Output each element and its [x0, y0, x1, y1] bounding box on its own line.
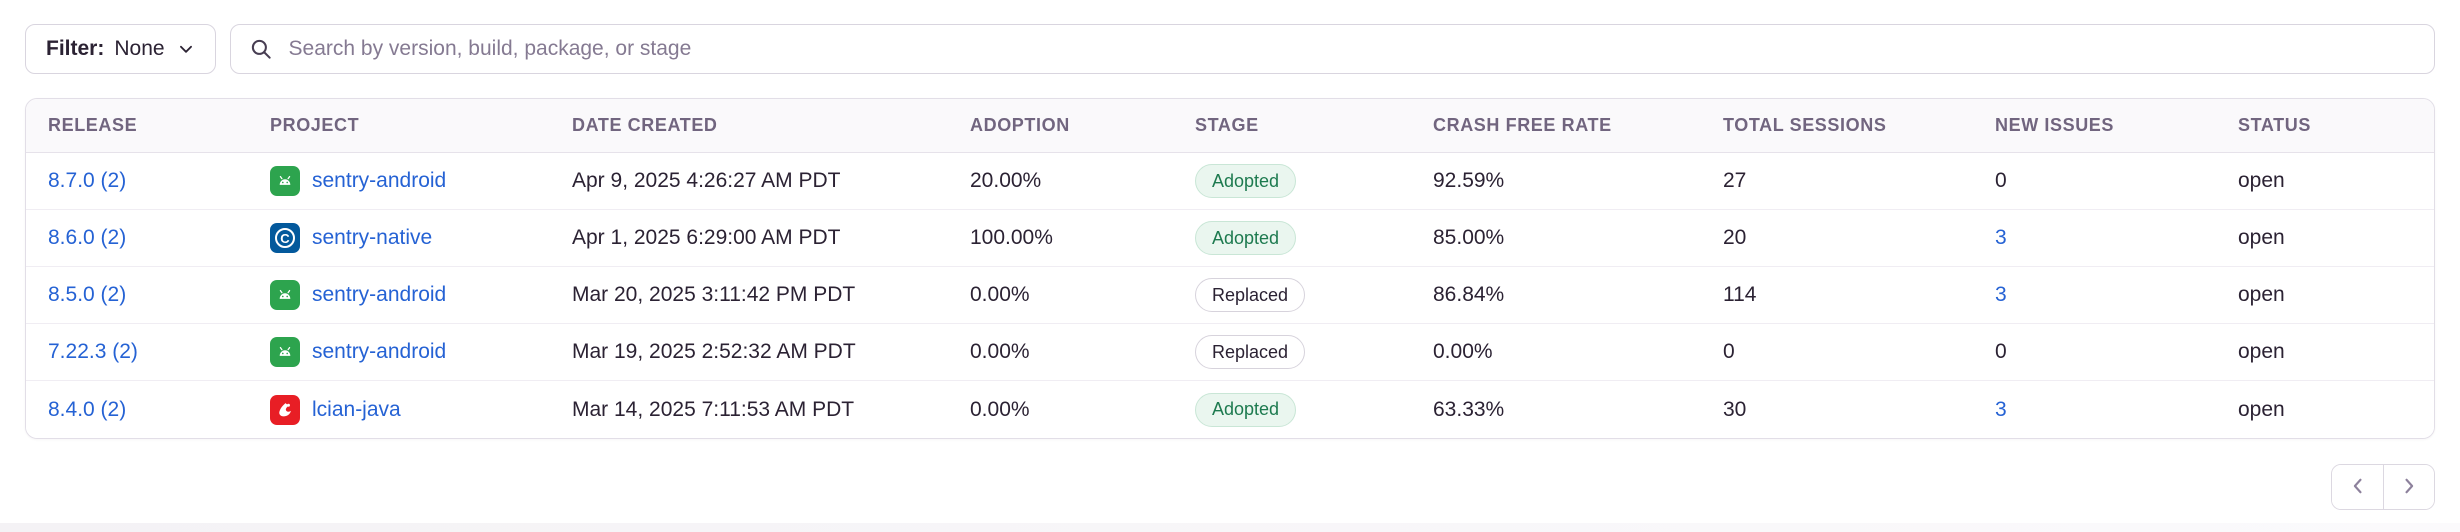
new-issues-count: 0: [1995, 169, 2007, 192]
project-link[interactable]: sentry-android: [312, 169, 447, 192]
android-icon: [270, 337, 300, 367]
filter-value: None: [114, 37, 165, 60]
chevron-left-icon: [2348, 476, 2368, 499]
total-sessions-cell: 20: [1723, 226, 1747, 249]
table-row: 8.6.0 (2) C sentry-native Apr 1, 2025 6:…: [26, 210, 2434, 267]
total-sessions-cell: 114: [1723, 283, 1757, 306]
crash-free-rate-cell: 92.59%: [1433, 169, 1505, 192]
new-issues-link[interactable]: 3: [1995, 226, 2007, 249]
release-link[interactable]: 7.22.3 (2): [48, 340, 138, 364]
chevron-down-icon: [177, 40, 195, 58]
pagination: [25, 464, 2435, 510]
new-issues-count: 0: [1995, 340, 2007, 363]
java-icon: [270, 394, 300, 425]
release-link[interactable]: 8.5.0 (2): [48, 283, 127, 307]
filter-button[interactable]: Filter: None: [25, 24, 216, 74]
pagination-prev-button[interactable]: [2332, 465, 2383, 509]
table-row: 7.22.3 (2) sentry-android Mar 19, 2025 2…: [26, 324, 2434, 381]
android-icon: [270, 166, 300, 196]
total-sessions-cell: 30: [1723, 397, 1747, 421]
release-link[interactable]: 8.4.0 (2): [48, 397, 127, 422]
date-created-cell: Apr 9, 2025 4:26:27 AM PDT: [572, 169, 841, 192]
status-cell: open: [2238, 340, 2285, 363]
page-footer-strip: [0, 523, 2460, 532]
search-box: [229, 24, 2435, 74]
toolbar: Filter: None: [25, 24, 2435, 74]
stage-badge: Replaced: [1195, 335, 1306, 369]
search-input[interactable]: [229, 24, 2435, 74]
adoption-cell: 0.00%: [970, 340, 1030, 363]
status-cell: open: [2238, 397, 2285, 421]
project-link[interactable]: lcian-java: [312, 397, 401, 421]
crash-free-rate-cell: 0.00%: [1433, 340, 1493, 363]
release-link[interactable]: 8.7.0 (2): [48, 169, 127, 193]
stage-badge: Adopted: [1195, 392, 1297, 427]
adoption-cell: 0.00%: [970, 397, 1030, 421]
date-created-cell: Mar 14, 2025 7:11:53 AM PDT: [572, 397, 855, 421]
filter-label: Filter:: [46, 37, 105, 60]
new-issues-link[interactable]: 3: [1995, 283, 2007, 306]
adoption-cell: 0.00%: [970, 283, 1030, 306]
column-header-status: STATUS: [2238, 115, 2311, 135]
releases-table: RELEASE PROJECT DATE CREATED ADOPTION ST…: [25, 98, 2435, 439]
c-language-icon: C: [270, 223, 300, 253]
total-sessions-cell: 27: [1723, 169, 1747, 192]
project-link[interactable]: sentry-android: [312, 340, 447, 363]
column-header-new-issues: NEW ISSUES: [1995, 115, 2115, 135]
stage-badge: Adopted: [1195, 221, 1297, 255]
pagination-next-button[interactable]: [2383, 465, 2434, 509]
column-header-date-created: DATE CREATED: [572, 115, 718, 135]
project-link[interactable]: sentry-native: [312, 226, 433, 249]
table-row: 8.5.0 (2) sentry-android Mar 20, 2025 3:…: [26, 267, 2434, 324]
column-header-release: RELEASE: [48, 115, 138, 135]
chevron-right-icon: [2399, 476, 2419, 499]
date-created-cell: Mar 20, 2025 3:11:42 PM PDT: [572, 283, 856, 306]
date-created-cell: Mar 19, 2025 2:52:32 AM PDT: [572, 340, 856, 363]
release-link[interactable]: 8.6.0 (2): [48, 226, 127, 250]
project-link[interactable]: sentry-android: [312, 283, 447, 306]
adoption-cell: 20.00%: [970, 169, 1042, 192]
date-created-cell: Apr 1, 2025 6:29:00 AM PDT: [572, 226, 841, 249]
adoption-cell: 100.00%: [970, 226, 1053, 249]
android-icon: [270, 280, 300, 310]
status-cell: open: [2238, 283, 2285, 306]
table-row: 8.4.0 (2) lcian-java Mar 14, 2025 7:11:5…: [26, 381, 2434, 438]
total-sessions-cell: 0: [1723, 340, 1735, 363]
crash-free-rate-cell: 85.00%: [1433, 226, 1505, 249]
crash-free-rate-cell: 86.84%: [1433, 283, 1505, 306]
table-row: 8.7.0 (2) sentry-android Apr 9, 2025 4:2…: [26, 153, 2434, 210]
column-header-project: PROJECT: [270, 115, 360, 135]
status-cell: open: [2238, 169, 2285, 192]
column-header-stage: STAGE: [1195, 115, 1259, 135]
column-header-adoption: ADOPTION: [970, 115, 1070, 135]
crash-free-rate-cell: 63.33%: [1433, 397, 1505, 421]
stage-badge: Adopted: [1195, 164, 1297, 198]
column-header-total-sessions: TOTAL SESSIONS: [1723, 115, 1887, 135]
pagination-group: [2331, 464, 2435, 510]
column-header-crash-free-rate: CRASH FREE RATE: [1433, 115, 1612, 135]
status-cell: open: [2238, 226, 2285, 249]
new-issues-link[interactable]: 3: [1995, 397, 2007, 421]
stage-badge: Replaced: [1195, 278, 1306, 312]
table-header-row: RELEASE PROJECT DATE CREATED ADOPTION ST…: [26, 99, 2434, 153]
